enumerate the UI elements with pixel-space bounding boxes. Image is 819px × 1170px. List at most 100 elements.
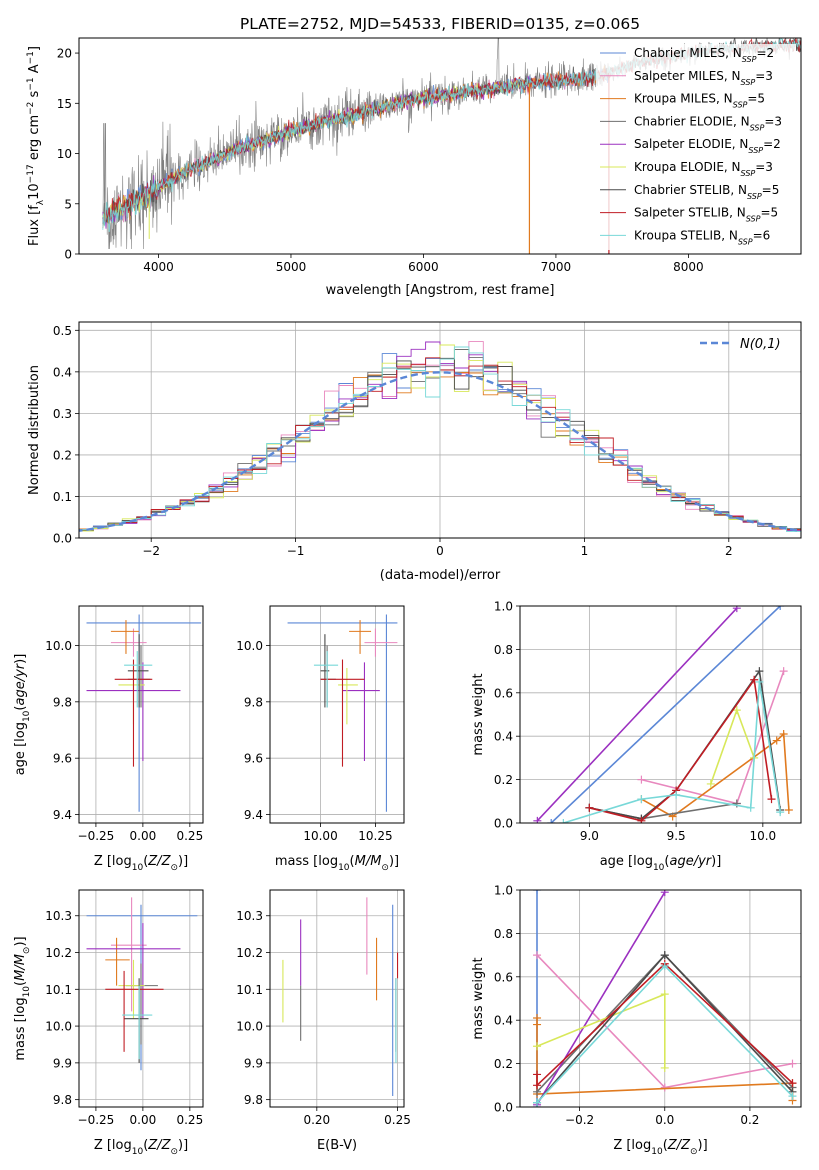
x-tick-label: 10.0 [749, 829, 776, 843]
series-chabrier-miles [547, 606, 785, 823]
panel-weight_vs_Z: −0.2 0.0 0.2 0.0 0.2 0.4 0.6 0.8 1.0 Z [log10(Z/Z… [471, 884, 802, 1157]
series-marker [788, 1059, 797, 1068]
x-tick-label: −0.25 [78, 829, 115, 843]
label-part: −1 [26, 77, 36, 90]
axes-age_vs_Z: −0.25 0.00 0.259.49.69.810.0Z [log10(Z/Z⊙)… [13, 605, 204, 873]
y-tick-label: 10.2 [236, 946, 263, 960]
y-tick-label: 0 [64, 248, 72, 262]
series-marker [660, 961, 669, 970]
series-marker [533, 1098, 542, 1107]
x-tick-label: 8000 [673, 260, 704, 274]
legend-sub: SSP [750, 123, 765, 132]
y-tick-label: 10.1 [45, 983, 72, 997]
legend-label-kroupa-stelib: Kroupa STELIB, NSSP=6 [634, 228, 770, 246]
spectrum-model-kroupa-miles [102, 65, 609, 228]
series-marker [788, 1079, 797, 1088]
series-marker [660, 951, 669, 960]
label-part: ⊙ [690, 1147, 698, 1157]
series-marker [672, 790, 681, 799]
y-tick-label: 0.6 [494, 686, 513, 700]
label-part: )] [711, 854, 721, 869]
label-part: ⊙ [22, 947, 32, 955]
weight_vs_Z-xlabel: Z [log10(Z/Z⊙)] [613, 1138, 707, 1157]
x-tick-label: 0.00 [130, 1113, 157, 1127]
errorbar-chabrier-miles [287, 614, 398, 812]
label-part: 10 [22, 986, 32, 998]
x-tick-label: 9.5 [667, 829, 686, 843]
y-tick-label: 0.4 [53, 365, 72, 379]
label-part: ⊙ [170, 1147, 178, 1157]
series-kroupa-stelib [533, 961, 797, 1107]
legend-text: Chabrier STELIB, N [634, 183, 747, 197]
legend-sub: SSP [748, 146, 763, 155]
plot-area-mass_vs_ebv [282, 897, 399, 1096]
errorbar-chabrier-stelib [320, 634, 330, 708]
y-tick-label: 10.0 [45, 1020, 72, 1034]
x-tick-label: 0 [436, 544, 444, 558]
errorbar-chabrier-stelib [127, 634, 149, 708]
y-tick-label: 1.0 [494, 884, 513, 898]
label-part: age [log [13, 722, 28, 775]
figure-title: PLATE=2752, MJD=54533, FIBERID=0135, z=0… [240, 15, 640, 33]
label-part: mass [log [13, 997, 28, 1060]
spectrum-model-chabrier-miles [102, 68, 609, 224]
series-line [550, 606, 781, 823]
label-part: mass [log [275, 854, 338, 869]
label-part: ( [663, 1138, 668, 1153]
errorbar-salpeter-stelib [114, 659, 153, 767]
x-tick-label: 0.25 [176, 1113, 203, 1127]
axes-frame [519, 605, 802, 824]
legend-suffix: =3 [755, 160, 773, 174]
legend-label-chabrier-miles: Chabrier MILES, NSSP=2 [634, 46, 774, 64]
panel-mass_vs_Z: −0.25 0.00 0.25 9.8 9.9 10.0 10.1 10.2 10.3 Z [lo… [13, 889, 204, 1157]
series-marker [637, 775, 646, 784]
series-marker [779, 667, 788, 676]
legend-label-chabrier-elodie: Chabrier ELODIE, NSSP=3 [634, 114, 782, 131]
label-part: Z/Z [147, 1138, 171, 1153]
label-part: Z/Z [667, 1138, 691, 1153]
series-marker [547, 819, 556, 823]
plot-area-age_vs_Z [86, 614, 202, 812]
legend-label-kroupa-elodie: Kroupa ELODIE, NSSP=3 [634, 160, 773, 178]
y-tick-label: 1.0 [494, 600, 513, 614]
mass_vs_ebv-xlabel: E(B-V) [317, 1138, 357, 1153]
y-tick-label: 9.4 [244, 808, 263, 822]
label-part: λ [36, 199, 46, 205]
label-part: E(B-V) [317, 1138, 357, 1153]
x-tick-label: 0.25 [176, 829, 203, 843]
label-part: 10 [22, 710, 32, 722]
label-part: M/M [355, 854, 382, 869]
legend-label-salpeter-stelib: Salpeter STELIB, NSSP=5 [634, 206, 778, 224]
residual-ylabel: Normed distribution [27, 365, 42, 495]
series-marker [533, 1042, 542, 1051]
normal-curve [79, 371, 801, 532]
y-tick-label: 15 [57, 97, 72, 111]
axes-frame [78, 605, 204, 824]
label-part: )] [13, 936, 28, 946]
series-kroupa-elodie [533, 990, 669, 1072]
errorbar-salpeter-elodie [342, 662, 380, 761]
series-line [641, 732, 790, 818]
label-part: Flux [f [27, 205, 42, 246]
series-line [536, 607, 738, 822]
plot-area-residuals [79, 341, 801, 534]
y-tick-label: 0.2 [494, 773, 513, 787]
x-tick-label: 6000 [408, 260, 439, 274]
x-tick-label: 0.25 [384, 1113, 411, 1127]
y-tick-label: 10.0 [236, 1020, 263, 1034]
y-tick-label: 0.3 [53, 407, 72, 421]
x-tick-label: −0.2 [565, 1113, 594, 1127]
axes-mass_vs_ebv: 0.20 0.25 9.8 9.9 10.0 10.1 10.2 10.3 E(B-V) [236, 889, 411, 1153]
y-tick-label: 9.8 [53, 695, 72, 709]
series-marker [637, 795, 646, 804]
y-tick-label: 9.9 [244, 1056, 263, 1070]
residual-xlabel: (data-model)/error [380, 568, 501, 583]
x-tick-label: 7000 [541, 260, 572, 274]
label-part: )] [389, 854, 399, 869]
legend-background [596, 44, 796, 250]
series-marker [755, 667, 764, 676]
axes-frame [269, 889, 405, 1108]
legend-suffix: =6 [753, 228, 771, 242]
y-tick-label: 0.1 [53, 490, 72, 504]
